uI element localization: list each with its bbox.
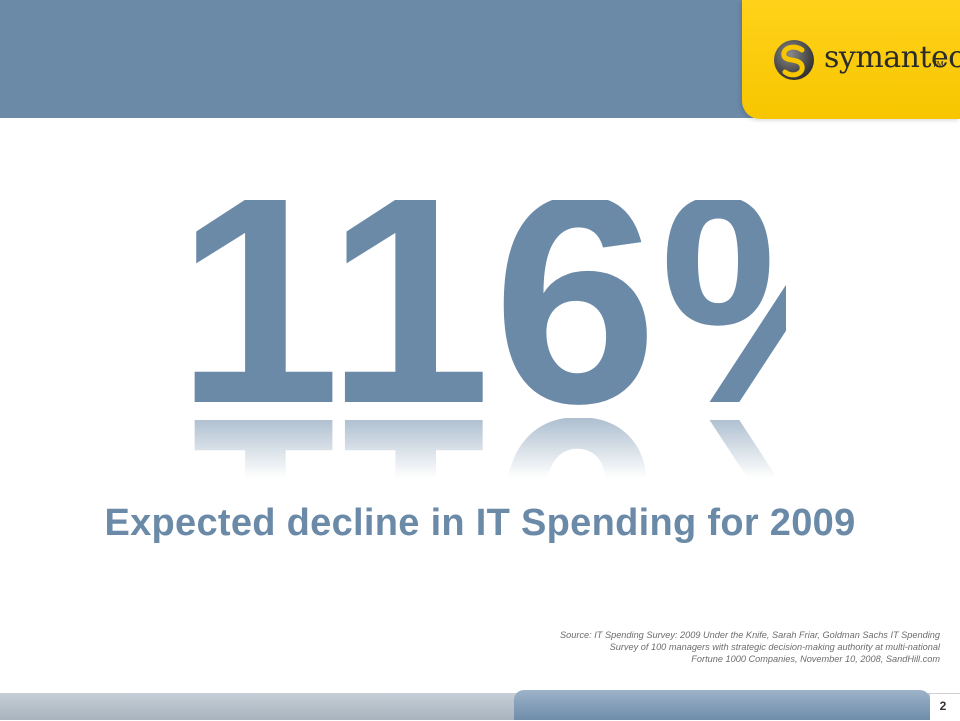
page-number-box	[930, 693, 960, 721]
headline-reflection-text: 116%	[176, 418, 786, 478]
source-line: Fortune 1000 Companies, November 10, 200…	[691, 654, 940, 664]
source-line: Survey of 100 managers with strategic de…	[609, 642, 940, 652]
logo-wordmark: symantec	[824, 40, 960, 75]
headline-number: 116%	[176, 200, 786, 450]
header-divider	[0, 118, 960, 120]
symantec-swirl-icon	[774, 40, 814, 80]
logo-trademark: TM	[932, 60, 944, 69]
headline-reflection: 116%	[176, 418, 786, 478]
headline-text: 116%	[176, 200, 786, 450]
subtitle: Expected decline in IT Spending for 2009	[104, 502, 856, 544]
source-citation: Source: IT Spending Survey: 2009 Under t…	[470, 629, 940, 665]
source-line: Source: IT Spending Survey: 2009 Under t…	[560, 630, 940, 640]
footer-tab	[514, 690, 930, 720]
page-number: 2	[939, 699, 947, 713]
